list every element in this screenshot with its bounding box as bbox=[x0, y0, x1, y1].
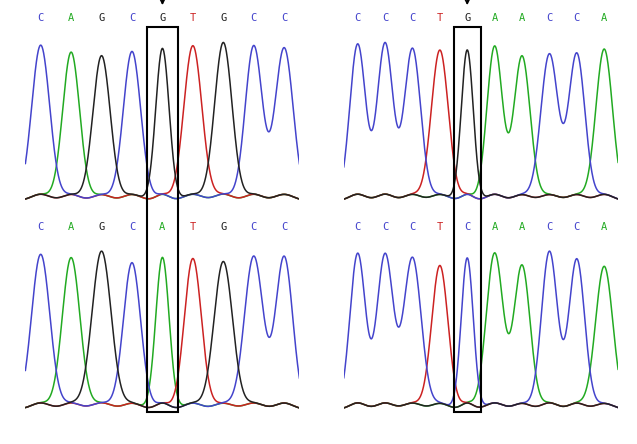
Text: C: C bbox=[250, 13, 257, 23]
Text: C: C bbox=[547, 222, 552, 232]
Text: T: T bbox=[190, 13, 196, 23]
Text: G: G bbox=[159, 13, 166, 23]
Text: G: G bbox=[220, 222, 226, 232]
Text: G: G bbox=[99, 222, 104, 232]
Text: C: C bbox=[547, 13, 552, 23]
Text: C: C bbox=[129, 13, 135, 23]
Text: T: T bbox=[437, 13, 443, 23]
Text: A: A bbox=[492, 13, 497, 23]
Text: A: A bbox=[159, 222, 166, 232]
Text: C: C bbox=[410, 222, 415, 232]
Text: C: C bbox=[574, 13, 580, 23]
Text: C: C bbox=[281, 13, 287, 23]
Text: G: G bbox=[99, 13, 104, 23]
Text: G: G bbox=[220, 13, 226, 23]
Text: C: C bbox=[355, 13, 361, 23]
Text: C: C bbox=[38, 13, 44, 23]
Text: C: C bbox=[574, 222, 580, 232]
Text: A: A bbox=[68, 13, 75, 23]
Text: C: C bbox=[129, 222, 135, 232]
Text: C: C bbox=[355, 222, 361, 232]
Text: C: C bbox=[382, 222, 388, 232]
Text: T: T bbox=[190, 222, 196, 232]
Text: A: A bbox=[68, 222, 75, 232]
Text: A: A bbox=[492, 222, 497, 232]
Text: C: C bbox=[281, 222, 287, 232]
Text: C: C bbox=[382, 13, 388, 23]
Text: T: T bbox=[437, 222, 443, 232]
Text: G: G bbox=[464, 13, 470, 23]
Text: C: C bbox=[464, 222, 470, 232]
Text: A: A bbox=[601, 222, 607, 232]
Text: C: C bbox=[410, 13, 415, 23]
Text: A: A bbox=[519, 13, 525, 23]
Text: C: C bbox=[38, 222, 44, 232]
Text: A: A bbox=[519, 222, 525, 232]
Text: A: A bbox=[601, 13, 607, 23]
Text: C: C bbox=[250, 222, 257, 232]
